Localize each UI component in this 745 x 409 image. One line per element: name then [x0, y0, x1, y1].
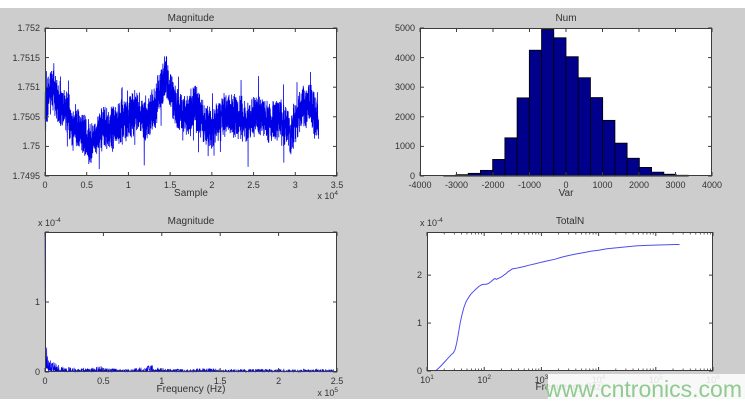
- bottom-white-strip: [0, 399, 745, 409]
- tick-label: 3000: [394, 82, 415, 93]
- tick-label: 1.752: [17, 23, 40, 33]
- tick-label: 2: [209, 180, 215, 190]
- tick-label: 3: [292, 180, 298, 190]
- watermark-backdrop: [548, 374, 745, 404]
- tick-label: -4000: [408, 180, 432, 190]
- subplot-title: Magnitude: [167, 216, 215, 227]
- tick-label: 1000: [394, 141, 415, 152]
- subplot-title: Magnitude: [167, 13, 215, 24]
- tick-label: -3000: [444, 180, 469, 190]
- tick-label: 1.7505: [12, 111, 40, 122]
- tick-label: 0: [409, 171, 415, 181]
- tick-label: 0: [416, 366, 422, 376]
- tick-label: 0.5: [80, 180, 93, 190]
- subplot-title: TotalN: [555, 216, 585, 227]
- tick-label: 1: [159, 376, 165, 386]
- tick-label: 1: [416, 318, 422, 329]
- tick-label: 1.5: [213, 376, 227, 386]
- tick-label: 5000: [394, 23, 415, 33]
- tick-label: -2000: [481, 180, 505, 190]
- exponent-sup: 5: [334, 387, 338, 394]
- tick-label: 2.5: [330, 376, 344, 386]
- x-axis-label: Var: [558, 188, 574, 199]
- tick-label: 0: [563, 180, 569, 190]
- plot-canvas-magnitude-freq: [44, 231, 338, 373]
- plot-canvas-histogram: [419, 27, 713, 177]
- x-axis-label: Sample: [174, 188, 208, 199]
- tick-label: 4000: [394, 52, 415, 63]
- exponent-sup: 4: [334, 190, 338, 197]
- y-exponent-label: x 10-4: [38, 217, 61, 228]
- tick-label: 0.5: [97, 376, 110, 386]
- tick-label: 101: [420, 374, 434, 385]
- y-exponent-label: x 10-4: [420, 217, 443, 228]
- tick-label: 1.751: [17, 82, 40, 93]
- tick-label: 1: [34, 297, 40, 307]
- tick-label: 1.7495: [12, 171, 40, 181]
- tick-label: 103: [534, 374, 549, 385]
- tick-label: 1.75: [22, 141, 40, 152]
- tick-label: 2.5: [247, 180, 260, 190]
- exponent-sup: -4: [55, 217, 61, 224]
- tick-label: 2: [276, 376, 282, 386]
- tick-label: 2000: [394, 111, 415, 122]
- plot-canvas-magnitude-time: [44, 27, 338, 177]
- tick-label: 0: [34, 367, 40, 377]
- tick-label: -1000: [517, 180, 542, 190]
- tick-label: 1: [125, 180, 131, 190]
- tick-label: 102: [477, 374, 492, 385]
- tick-label: 0: [42, 376, 48, 386]
- tick-label: 0: [42, 180, 48, 190]
- x-exponent-label: x 105: [317, 387, 338, 398]
- tick-label: 1.7515: [12, 52, 40, 63]
- plot-canvas-totaln: [426, 232, 714, 372]
- subplot-title: Num: [555, 13, 577, 24]
- tick-label: 1.5: [163, 180, 177, 190]
- tick-label: 2000: [628, 180, 650, 190]
- tick-label: 2: [416, 270, 422, 281]
- tick-label: 1000: [592, 180, 613, 190]
- x-exponent-label: x 104: [317, 190, 338, 201]
- x-axis-label: Frequency (Hz): [156, 384, 226, 395]
- watermark-text: www.cntronics.com: [545, 376, 742, 402]
- tick-label: 3.5: [330, 180, 344, 190]
- tick-label: 3000: [665, 180, 686, 190]
- exponent-sup: -4: [437, 217, 443, 224]
- tick-label: 4000: [701, 180, 723, 190]
